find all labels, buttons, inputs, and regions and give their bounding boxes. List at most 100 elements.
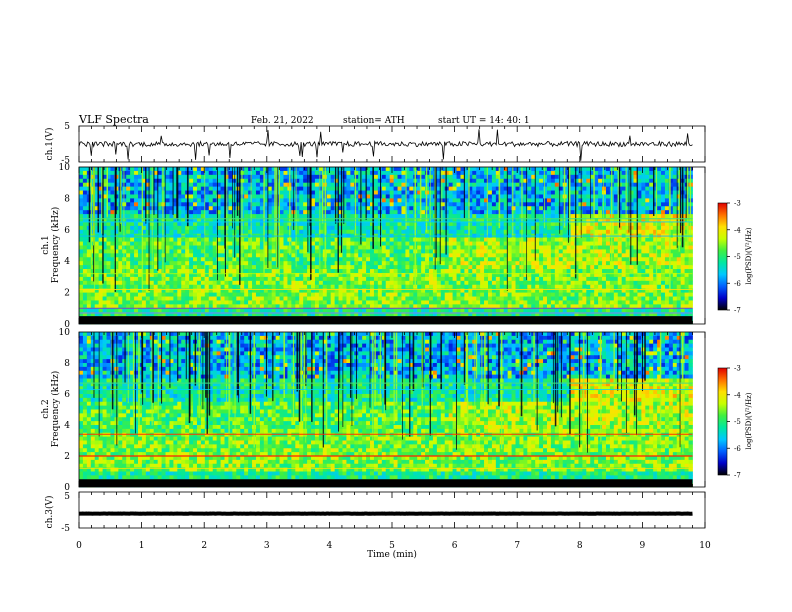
spectrogram-cell	[193, 190, 198, 195]
spectrogram-cell	[373, 237, 379, 242]
spectrogram-cell	[582, 170, 587, 176]
spectrogram-cell	[370, 272, 375, 278]
spectrogram-cell	[605, 218, 611, 223]
spectrogram-cell	[633, 218, 638, 223]
spectrogram-cell	[267, 261, 273, 266]
spectrogram-cell	[161, 288, 166, 294]
spectrogram-cell	[417, 269, 422, 274]
spectrogram-cell	[200, 210, 206, 215]
spectrogram-cell	[429, 253, 434, 258]
spectrogram-cell	[661, 198, 666, 203]
spectrogram-cell	[130, 221, 135, 227]
spectrogram-cell	[354, 221, 359, 227]
spectrogram-cell	[582, 272, 587, 278]
spectrogram-cell	[165, 214, 170, 219]
spectrogram-cell	[617, 245, 623, 250]
spectrogram-cell	[193, 221, 198, 227]
spectrogram-cell	[480, 229, 485, 235]
spectrogram-cell	[389, 229, 394, 235]
spectrogram-cell	[255, 245, 261, 250]
spectrogram-cell	[448, 241, 453, 246]
spectrogram-cell	[236, 174, 241, 180]
spectrogram-cell	[130, 225, 135, 231]
spectrogram-cell	[110, 194, 115, 199]
spectrogram-cell	[507, 257, 512, 262]
spectrogram-cell	[157, 257, 162, 262]
spectrogram-cell	[649, 245, 654, 250]
spectrogram-cell	[346, 269, 351, 274]
spectrogram-cell	[291, 280, 296, 286]
spectrogram-cell	[106, 202, 111, 207]
spectrogram-cell	[531, 190, 536, 195]
spectrogram-cell	[196, 190, 202, 195]
spectrogram-cell	[303, 198, 308, 203]
spectrogram-cell	[468, 265, 473, 270]
spectrogram-cell	[259, 249, 265, 254]
spectrogram-cell	[582, 269, 587, 274]
spectrogram-cell	[267, 174, 273, 180]
spectrogram-cell	[546, 218, 552, 223]
spectrogram-cell	[531, 167, 536, 172]
spectrogram-cell	[232, 284, 237, 290]
spectrogram-cell	[629, 214, 634, 219]
spectrogram-cell	[311, 253, 316, 258]
spectrogram-cell	[499, 190, 505, 195]
spectrogram-cell	[216, 237, 221, 242]
spectrogram-cell	[472, 241, 477, 246]
spectrogram-cell	[314, 249, 320, 254]
spectrogram-cell	[425, 237, 430, 242]
spectrogram-cell	[527, 261, 532, 266]
spectrogram-cell	[342, 218, 347, 223]
spectrogram-cell	[543, 265, 548, 270]
spectrogram-cell	[137, 269, 143, 274]
spectrogram-cell	[157, 280, 162, 286]
spectrogram-cell	[330, 280, 336, 286]
spectrogram-cell	[381, 276, 387, 282]
spectrogram-cell	[334, 202, 339, 207]
spectrogram-cell	[244, 186, 249, 191]
spectrogram-cell	[570, 170, 575, 176]
spectrogram-cell	[476, 253, 481, 258]
spectrogram-cell	[200, 206, 206, 211]
spectrogram-cell	[515, 265, 520, 270]
spectrogram-cell	[661, 261, 666, 266]
spectrogram-cell	[311, 210, 316, 215]
spectrogram-cell	[641, 218, 646, 223]
spectrogram-cell	[672, 210, 678, 215]
spectrogram-cell	[676, 280, 682, 286]
spectrogram-cell	[275, 284, 280, 290]
spectrogram-cell	[177, 257, 182, 262]
spectrogram-cell	[468, 261, 473, 266]
spectrogram-cell	[672, 202, 678, 207]
spectrogram-cell	[200, 194, 206, 199]
spectrogram-cell	[672, 272, 678, 278]
spectrogram-cell	[330, 206, 336, 211]
spectrogram-cell	[248, 190, 253, 195]
spectrogram-cell	[307, 276, 312, 282]
spectrogram-cell	[303, 257, 308, 262]
spectrogram-cell	[405, 229, 410, 235]
spectrogram-cell	[366, 284, 371, 290]
spectrogram-cell	[515, 210, 520, 215]
spectrogram-cell	[318, 245, 324, 250]
spectrogram-cell	[570, 265, 575, 270]
spectrogram-cell	[535, 190, 540, 195]
spectrogram-cell	[480, 269, 485, 274]
spectrogram-cell	[228, 167, 233, 172]
spectrogram-cell	[637, 280, 642, 286]
spectrogram-cell	[468, 249, 473, 254]
spectrogram-cell	[157, 218, 162, 223]
spectrogram-cell	[228, 218, 233, 223]
spectrogram-cell	[259, 167, 265, 172]
spectrogram-cell	[495, 280, 501, 286]
spectrogram-cell	[649, 206, 654, 211]
spectrogram-cell	[515, 178, 520, 184]
spectrogram-cell	[429, 249, 434, 254]
spectrogram-cell	[417, 229, 422, 235]
spectrogram-cell	[535, 253, 540, 258]
spectrogram-cell	[487, 210, 493, 215]
spectrogram-cell	[444, 218, 450, 223]
spectrogram-cell	[598, 245, 603, 250]
spectrogram-cell	[185, 237, 190, 242]
spectrogram-cell	[381, 198, 387, 203]
